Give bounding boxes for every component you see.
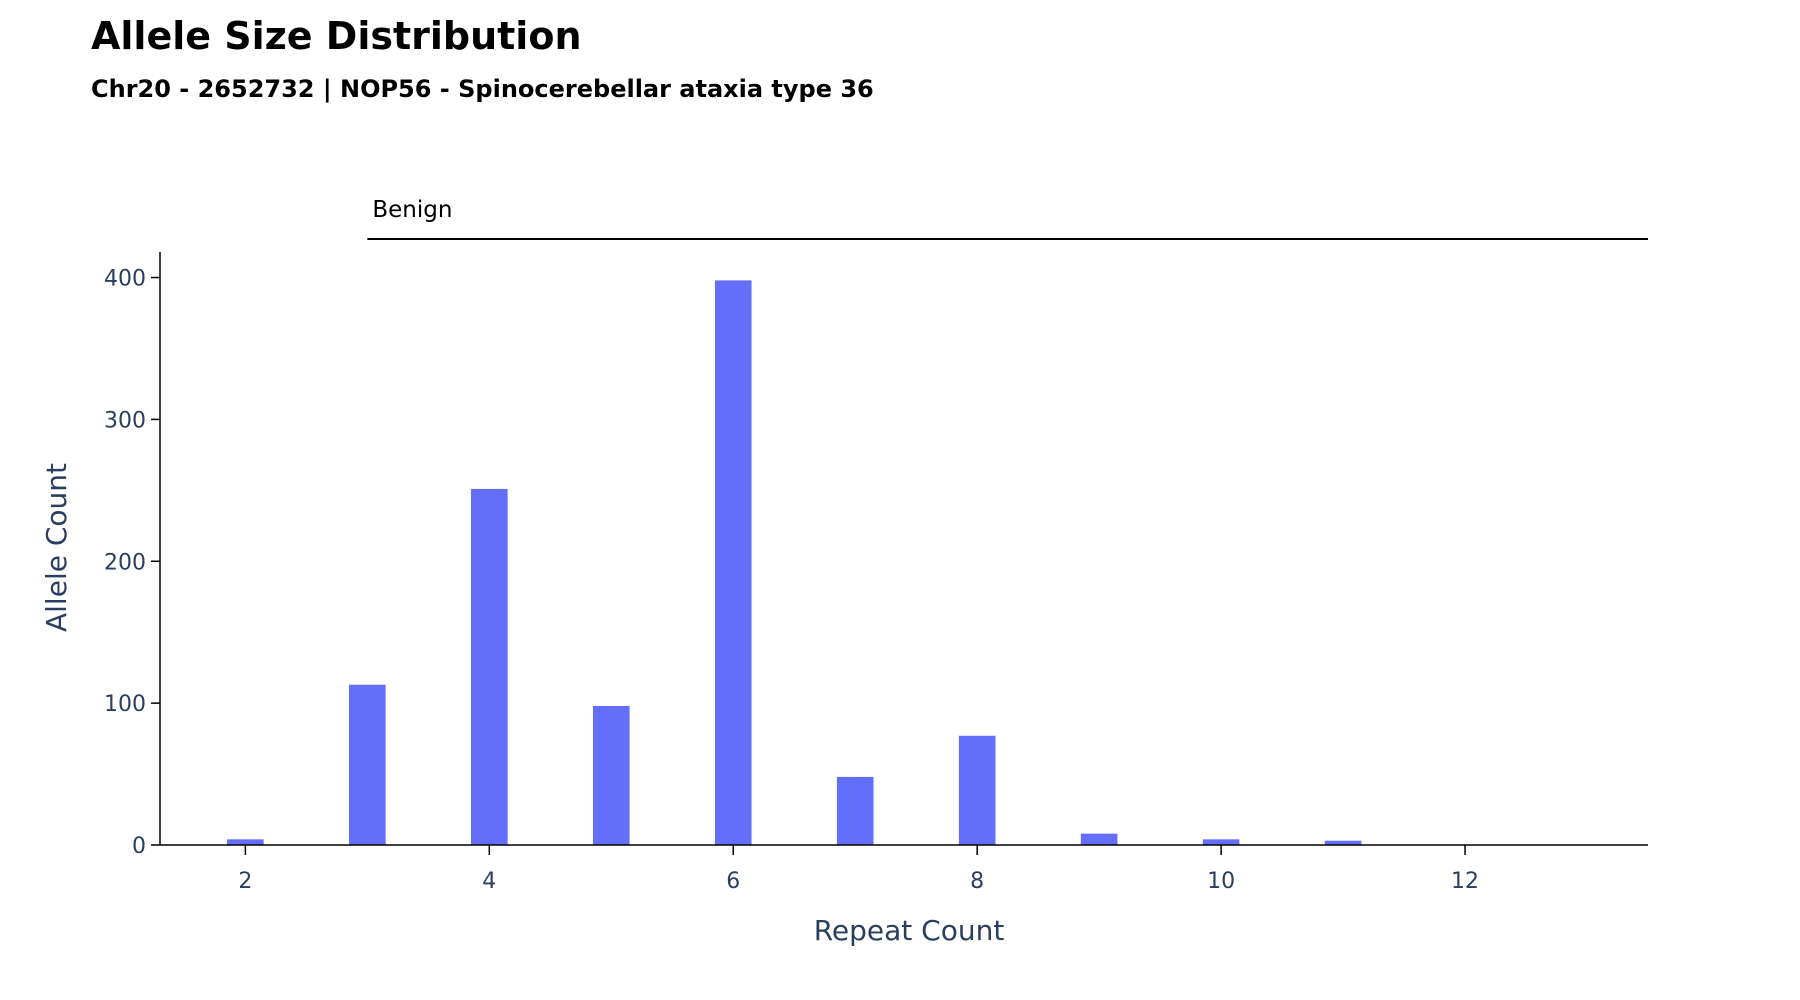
bar-repeat-6 [714,280,752,845]
bar-repeat-5 [592,705,630,845]
y-tick-label-200: 200 [104,550,146,575]
y-tick-label-100: 100 [104,692,146,717]
bar-repeat-4 [471,488,508,845]
bar-repeat-2 [227,839,264,845]
y-axis-title: Allele Count [40,463,73,632]
bars-group [227,280,1362,845]
y-tick-label-400: 400 [104,267,146,292]
x-tick-label-8: 8 [970,869,984,894]
y-tick-label-0: 0 [132,834,146,859]
y-tick-label-300: 300 [104,408,146,433]
bar-repeat-8 [958,735,996,845]
bar-repeat-9 [1080,833,1118,845]
bar-repeat-7 [836,776,874,845]
bar-repeat-3 [349,684,386,845]
x-tick-label-4: 4 [482,869,496,894]
benign-range-label: Benign [372,197,452,223]
x-tick-label-2: 2 [238,869,252,894]
chart-title: Allele Size Distribution [91,14,582,58]
bar-repeat-11 [1324,840,1362,845]
x-tick-label-10: 10 [1207,869,1235,894]
axes-group: 0 100 200 300 400 2 4 6 8 10 12 [104,252,1648,894]
x-axis-title: Repeat Count [814,914,1005,947]
x-tick-label-12: 12 [1451,869,1479,894]
bar-repeat-10 [1202,839,1240,845]
x-tick-label-6: 6 [726,869,740,894]
benign-range-group: Benign [367,197,1648,240]
chart-subtitle: Chr20 - 2652732 | NOP56 - Spinocerebella… [91,75,874,103]
